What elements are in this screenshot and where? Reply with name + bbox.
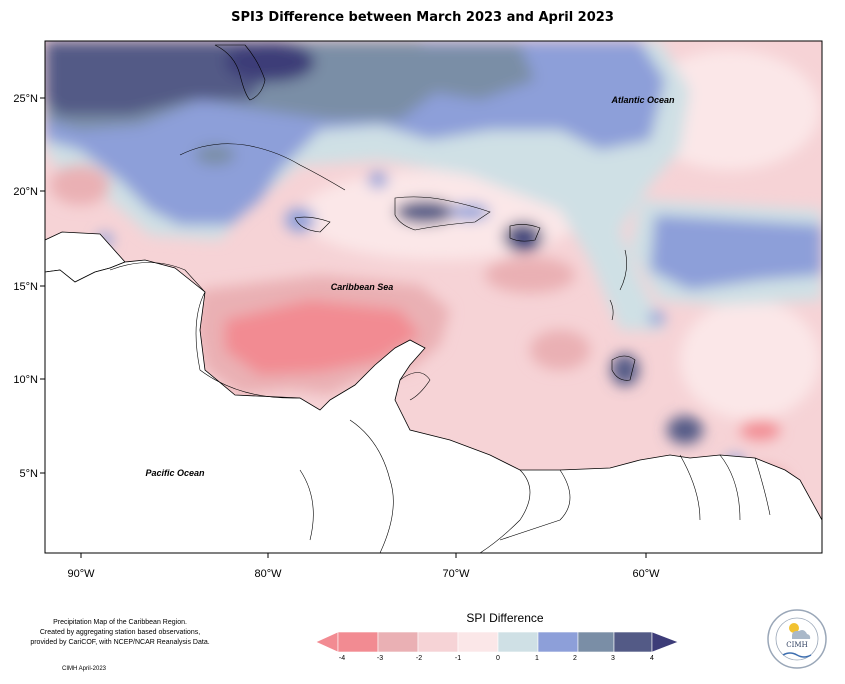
- legend-swatch-4: [614, 632, 652, 652]
- map-canvas: 90°W 80°W 70°W 60°W 25°N 20°N 15°N 10°N …: [0, 0, 845, 684]
- label-pacific-ocean: Pacific Ocean: [145, 468, 205, 478]
- legend-tick: -1: [455, 655, 461, 662]
- legend-tick: 4: [650, 655, 654, 662]
- logo-text: CIMH: [786, 641, 807, 649]
- legend-colorbar: [316, 632, 678, 652]
- legend-swatch-neg3: [338, 632, 378, 652]
- lon-tick-90w: 90°W: [67, 568, 95, 580]
- credit-text: Precipitation Map of the Caribbean Regio…: [14, 618, 226, 648]
- lat-tick-25n: 25°N: [13, 93, 38, 105]
- label-caribbean-sea: Caribbean Sea: [331, 282, 394, 292]
- legend-tick: 3: [611, 655, 615, 662]
- issued-label: CIMH April-2023: [62, 666, 106, 672]
- legend-swatch-lt-neg3: [316, 632, 338, 652]
- legend-tick: 1: [535, 655, 539, 662]
- cimh-logo: CIMH: [766, 608, 828, 670]
- lon-tick-80w: 80°W: [254, 568, 282, 580]
- credit-line: Created by aggregating station based obs…: [14, 628, 226, 638]
- legend-ticks: -4 -3 -2 -1 0 1 2 3 4: [339, 655, 654, 662]
- lat-tick-5n: 5°N: [20, 468, 39, 480]
- legend-swatch-neg2: [378, 632, 418, 652]
- legend-swatch-0: [458, 632, 498, 652]
- legend-tick: -4: [339, 655, 345, 662]
- credit-line: Precipitation Map of the Caribbean Regio…: [14, 618, 226, 628]
- lat-tick-10n: 10°N: [13, 374, 38, 386]
- lon-tick-70w: 70°W: [442, 568, 470, 580]
- lon-tick-60w: 60°W: [632, 568, 660, 580]
- legend-swatch-2: [538, 632, 578, 652]
- lat-tick-15n: 15°N: [13, 281, 38, 293]
- legend-swatch-gt-4: [652, 632, 678, 652]
- legend-tick: -3: [377, 655, 383, 662]
- legend-tick: 0: [496, 655, 500, 662]
- legend-tick: -2: [416, 655, 422, 662]
- label-atlantic-ocean: Atlantic Ocean: [610, 95, 675, 105]
- credit-line: provided by CariCOF, with NCEP/NCAR Rean…: [14, 638, 226, 648]
- lat-tick-20n: 20°N: [13, 186, 38, 198]
- legend-swatch-1: [498, 632, 538, 652]
- legend-swatch-neg1: [418, 632, 458, 652]
- legend-tick: 2: [573, 655, 577, 662]
- legend-title: SPI Difference: [455, 611, 555, 625]
- legend-swatch-3: [578, 632, 614, 652]
